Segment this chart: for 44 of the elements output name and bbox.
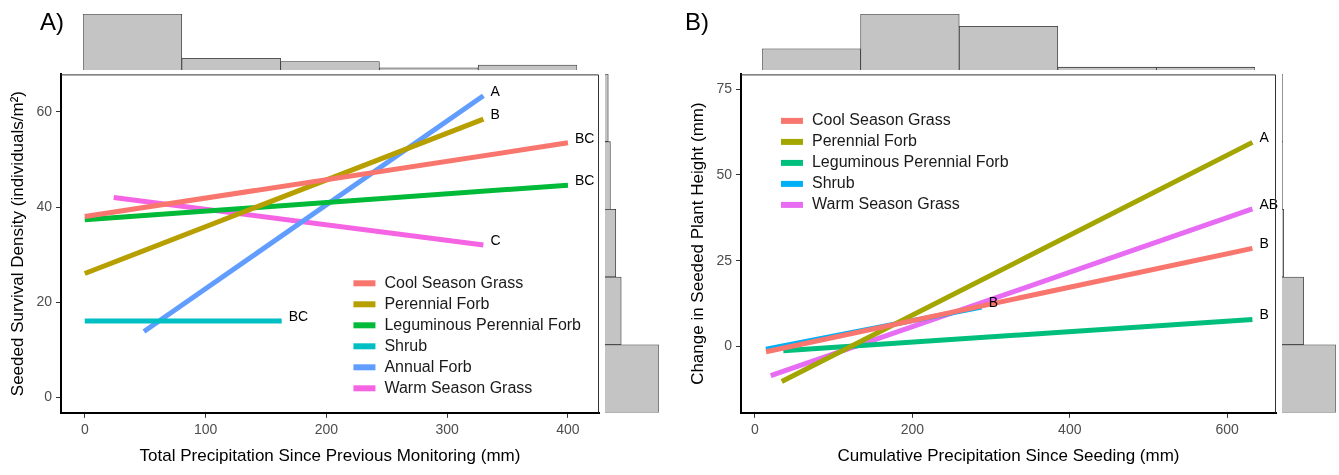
y-tick-label: 50 — [716, 165, 733, 182]
annotation: BC — [574, 129, 595, 146]
annotation: B — [1259, 306, 1269, 323]
legend-label: Warm Season Grass — [811, 195, 960, 213]
legend-label: Perennial Forb — [384, 294, 490, 312]
chart-title: A) — [40, 8, 64, 36]
y-tick-label: 60 — [36, 102, 53, 119]
x-tick-label: 0 — [80, 421, 89, 438]
annotation: C — [490, 231, 501, 248]
y-axis-title: Seeded Survival Density (individuals/m²) — [7, 91, 27, 397]
y-tick-label: 0 — [724, 337, 733, 354]
x-axis-title: Total Precipitation Since Previous Monitoring (mm) — [139, 446, 521, 466]
annotation: A — [1259, 129, 1270, 146]
legend-label: Cool Season Grass — [384, 273, 524, 291]
y-tick-label: 40 — [36, 197, 53, 214]
x-tick-label: 400 — [1058, 421, 1082, 438]
y-axis-title: Change in Seeded Plant Height (mm) — [687, 102, 707, 385]
x-axis-title: Cumulative Precipitation Since Seeding (mm) — [837, 446, 1180, 466]
annotation: BC — [574, 172, 595, 188]
y-tick-label: 75 — [716, 80, 733, 97]
legend-label: Warm Season Grass — [384, 378, 533, 396]
x-tick-label: 200 — [900, 421, 925, 438]
legend-label: Leguminous Perennial Forb — [811, 153, 1009, 171]
x-tick-label: 200 — [314, 421, 339, 438]
legend-label: Cool Season Grass — [811, 111, 951, 129]
x-tick-label: 300 — [435, 421, 460, 438]
legend-label: Perennial Forb — [811, 132, 918, 150]
legend-label: Shrub — [811, 174, 855, 192]
chart-title: B) — [685, 8, 709, 36]
annotation: B — [490, 105, 500, 122]
y-tick-label: 0 — [44, 387, 53, 404]
y-tick-label: 25 — [716, 251, 733, 268]
legend-label: Annual Forb — [384, 357, 472, 375]
annotation: BC — [288, 307, 309, 324]
annotation: B — [988, 293, 998, 310]
x-tick-label: 400 — [556, 421, 580, 438]
annotation: A — [490, 82, 501, 99]
legend-label: Shrub — [384, 336, 428, 354]
x-tick-label: 600 — [1215, 421, 1240, 438]
legend-label: Leguminous Perennial Forb — [384, 315, 582, 333]
x-tick-label: 100 — [193, 421, 218, 438]
y-tick-label: 20 — [36, 292, 53, 309]
x-tick-label: 0 — [751, 421, 760, 438]
annotation: B — [1259, 235, 1269, 252]
